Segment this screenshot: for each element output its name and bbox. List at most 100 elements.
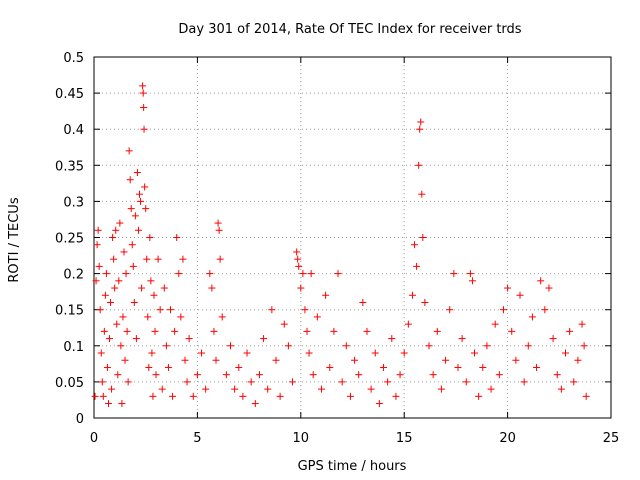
data-point [158, 385, 166, 393]
y-tick-label: 0.45 [55, 87, 84, 102]
data-point [235, 363, 243, 371]
data-point [152, 371, 160, 379]
data-point [149, 392, 157, 400]
data-point [392, 392, 400, 400]
data-point [322, 291, 330, 299]
data-point [468, 277, 476, 285]
data-point [454, 363, 462, 371]
data-point [446, 306, 454, 314]
data-point [189, 392, 197, 400]
data-point [177, 313, 185, 321]
y-tick-label: 0.15 [55, 304, 84, 319]
data-point [516, 291, 524, 299]
data-point [141, 183, 149, 191]
data-point [408, 291, 416, 299]
data-point [99, 392, 107, 400]
data-point [108, 385, 116, 393]
data-point [131, 212, 139, 220]
data-point [127, 205, 135, 213]
data-point [504, 284, 512, 292]
tick-layer: 0 0.05 0.1 0.15 0.2 0.25 0.3 0.35 0.4 0.45 0.5 0 5 10… [55, 51, 619, 446]
data-point [346, 392, 354, 400]
data-point [429, 371, 437, 379]
data-point [415, 161, 423, 169]
data-point [171, 327, 179, 335]
data-point [305, 349, 313, 357]
data-point [297, 284, 305, 292]
data-point [239, 392, 247, 400]
data-point [208, 284, 216, 292]
data-point [210, 327, 218, 335]
data-point [417, 118, 425, 126]
data-point [442, 356, 450, 364]
data-point [133, 169, 141, 177]
data-point [134, 226, 142, 234]
data-point [95, 262, 103, 270]
data-point [462, 378, 470, 386]
data-point [433, 327, 441, 335]
x-tick-label: 20 [499, 431, 516, 446]
data-point [125, 147, 133, 155]
data-point [100, 327, 108, 335]
data-point [115, 277, 123, 285]
data-point [520, 378, 528, 386]
x-tick-label: 10 [293, 431, 310, 446]
data-point [512, 356, 520, 364]
data-point [146, 234, 154, 241]
data-point [570, 378, 578, 386]
y-tick-label: 0.4 [63, 123, 84, 138]
data-point [160, 284, 168, 292]
data-point [301, 306, 309, 314]
data-point [145, 363, 153, 371]
data-point [135, 190, 143, 198]
data-point [371, 349, 379, 357]
data-point [528, 313, 536, 321]
data-point [342, 342, 350, 350]
data-point [122, 270, 130, 278]
data-point [413, 262, 421, 270]
data-point [154, 255, 162, 263]
data-point [411, 241, 419, 249]
data-point [120, 248, 128, 256]
data-point [541, 306, 549, 314]
data-point [222, 371, 230, 379]
data-point [215, 226, 223, 234]
data-point [97, 349, 105, 357]
data-point [251, 400, 259, 408]
x-tick-label: 5 [193, 431, 201, 446]
data-point [140, 104, 148, 112]
data-point [495, 371, 503, 379]
data-point [545, 284, 553, 292]
data-point [284, 342, 292, 350]
data-point [92, 277, 100, 285]
data-point [574, 356, 582, 364]
data-point [218, 313, 226, 321]
data-point [580, 342, 588, 350]
data-point [491, 320, 499, 328]
data-point [117, 342, 125, 350]
data-point [193, 371, 201, 379]
data-point [264, 385, 272, 393]
data-point [164, 363, 172, 371]
data-point [272, 356, 280, 364]
data-point [103, 363, 111, 371]
data-point [260, 335, 268, 343]
data-point [294, 255, 302, 263]
data-point [425, 342, 433, 350]
data-point [458, 335, 466, 343]
data-point [156, 306, 164, 314]
data-point [578, 320, 586, 328]
data-point [142, 205, 150, 213]
data-point [280, 320, 288, 328]
data-point [295, 262, 303, 270]
data-point [162, 342, 170, 350]
data-point [396, 371, 404, 379]
data-point [126, 176, 134, 184]
data-point [450, 270, 458, 278]
data-point [183, 378, 191, 386]
data-point [307, 270, 315, 278]
data-point [94, 226, 102, 234]
y-axis-label: ROTI / TECUs [7, 197, 22, 282]
data-point [98, 378, 106, 386]
